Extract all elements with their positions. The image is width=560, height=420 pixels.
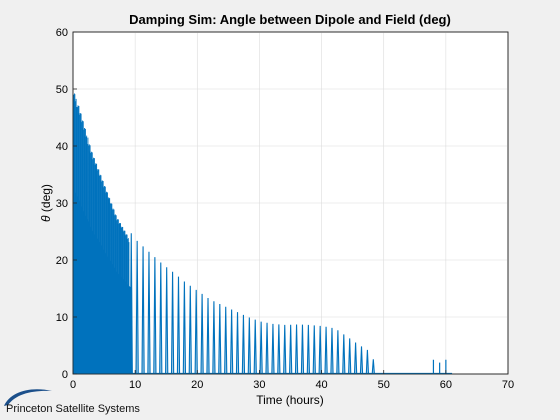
series-dense-fill xyxy=(73,190,133,374)
y-ticks: 0 10 20 30 40 50 60 xyxy=(56,27,77,381)
logo: Princeton Satellite Systems xyxy=(4,389,140,415)
data-series xyxy=(72,93,453,375)
x-tick-label: 20 xyxy=(191,379,203,391)
y-tick-label: 40 xyxy=(56,141,68,153)
company-name: Princeton Satellite Systems xyxy=(6,403,140,415)
y-tick-label: 0 xyxy=(62,369,68,381)
x-tick-label: 0 xyxy=(70,379,76,391)
y-axis-symbol: θ xyxy=(39,215,53,222)
x-axis-label: Time (hours) xyxy=(256,393,324,407)
y-tick-label: 10 xyxy=(56,312,68,324)
grid-lines xyxy=(73,32,508,374)
x-tick-label: 30 xyxy=(253,379,265,391)
x-tick-label: 70 xyxy=(502,379,514,391)
series-periodic-spikes xyxy=(129,233,375,375)
y-tick-label: 20 xyxy=(56,255,68,267)
x-tick-label: 50 xyxy=(378,379,390,391)
chart-title: Damping Sim: Angle between Dipole and Fi… xyxy=(129,12,451,27)
y-tick-label: 60 xyxy=(56,27,68,39)
y-tick-label: 30 xyxy=(56,198,68,210)
y-tick-label: 50 xyxy=(56,84,68,96)
x-ticks: 0 10 20 30 40 50 60 70 xyxy=(70,370,514,391)
y-axis-unit: (deg) xyxy=(39,184,53,215)
x-tick-label: 40 xyxy=(315,379,327,391)
swoosh-logo-icon xyxy=(4,389,52,406)
x-tick-label: 60 xyxy=(440,379,452,391)
x-tick-label: 10 xyxy=(129,379,141,391)
y-axis-label: θ (deg) xyxy=(39,184,53,222)
